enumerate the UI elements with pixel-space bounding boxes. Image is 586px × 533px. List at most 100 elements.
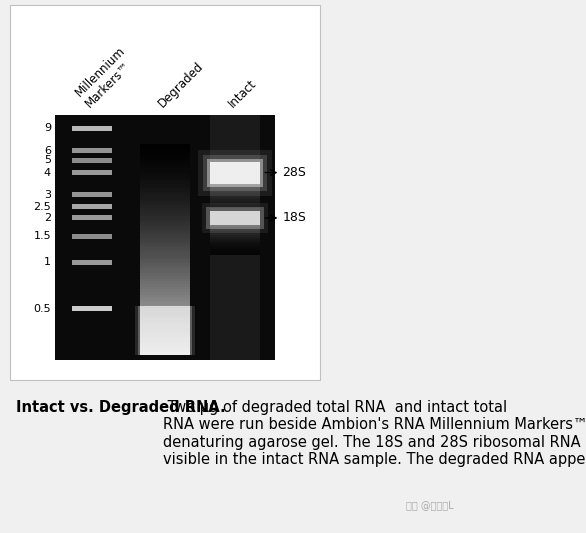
Bar (140, 318, 190, 321)
Bar (210, 189, 260, 190)
Bar (140, 295, 190, 297)
Bar (210, 203, 260, 204)
Bar (140, 300, 190, 302)
Text: 6: 6 (44, 146, 51, 156)
Bar (140, 273, 190, 276)
Bar (73, 234, 113, 239)
Bar (206, 207, 264, 229)
Bar (140, 155, 190, 158)
Bar (210, 243, 260, 245)
Bar (210, 190, 260, 191)
Bar (140, 316, 190, 318)
Bar (140, 289, 190, 292)
Bar (140, 284, 190, 287)
Bar (210, 191, 260, 192)
Bar (210, 195, 260, 196)
Text: 9: 9 (44, 124, 51, 133)
Bar (140, 231, 190, 234)
Bar (140, 321, 190, 324)
Bar (140, 165, 190, 168)
Bar (140, 287, 190, 289)
Bar (140, 242, 190, 245)
Text: Degraded: Degraded (156, 60, 206, 110)
Bar (140, 184, 190, 187)
Bar (73, 158, 113, 163)
Bar (140, 257, 190, 260)
Text: Two μg of degraded total RNA  and intact total
RNA were run beside Ambion's RNA : Two μg of degraded total RNA and intact … (163, 400, 586, 467)
Bar (210, 253, 260, 255)
Text: 18S: 18S (282, 212, 306, 224)
Bar (140, 276, 190, 279)
Bar (210, 197, 260, 198)
Text: 28S: 28S (282, 166, 306, 179)
Bar (140, 332, 190, 334)
Bar (135, 306, 195, 355)
Bar (140, 187, 190, 189)
Bar (207, 159, 263, 187)
Bar (210, 202, 260, 203)
Bar (140, 234, 190, 237)
Bar (140, 263, 190, 265)
Text: 2: 2 (44, 213, 51, 223)
Bar (140, 176, 190, 179)
Bar (210, 196, 260, 197)
Bar (140, 173, 190, 176)
Bar (140, 158, 190, 160)
Bar (140, 279, 190, 281)
Bar (140, 189, 190, 192)
Bar (73, 192, 113, 197)
Bar (210, 199, 260, 200)
Bar (210, 161, 260, 183)
Bar (210, 225, 260, 227)
Bar (140, 337, 190, 340)
Bar (140, 218, 190, 221)
Bar (140, 340, 190, 342)
Bar (210, 204, 260, 205)
Bar (210, 183, 260, 185)
Text: 4: 4 (44, 167, 51, 177)
Bar (138, 306, 192, 355)
Bar (140, 168, 190, 171)
Bar (210, 115, 260, 360)
Bar (140, 265, 190, 268)
Bar (140, 245, 190, 247)
Bar (140, 247, 190, 250)
Bar (210, 187, 260, 189)
Bar (210, 185, 260, 186)
Bar (140, 181, 190, 184)
Bar (210, 200, 260, 202)
Bar (210, 233, 260, 235)
Bar (140, 200, 190, 203)
Bar (73, 260, 113, 264)
Bar (210, 205, 260, 207)
Bar (210, 239, 260, 241)
Bar (140, 334, 190, 337)
Text: Millennium
Markers™: Millennium Markers™ (73, 44, 138, 110)
Text: 2.5: 2.5 (33, 202, 51, 212)
Bar (73, 126, 113, 131)
Bar (140, 329, 190, 332)
Bar (140, 150, 190, 152)
Bar (73, 215, 113, 221)
Bar (140, 313, 190, 316)
Bar (140, 310, 190, 313)
Bar (73, 204, 113, 209)
Bar (210, 249, 260, 251)
Bar (140, 144, 190, 147)
Bar (210, 193, 260, 195)
Bar (140, 281, 190, 284)
Bar (140, 195, 190, 197)
Bar (73, 170, 113, 175)
Bar (210, 231, 260, 233)
Text: Intact vs. Degraded RNA.: Intact vs. Degraded RNA. (16, 400, 226, 415)
Bar (140, 213, 190, 215)
Text: 3: 3 (44, 190, 51, 200)
Text: Intact: Intact (226, 77, 260, 110)
Bar (140, 163, 190, 165)
Bar (202, 203, 268, 233)
Text: 1: 1 (44, 257, 51, 267)
Bar (140, 192, 190, 195)
Bar (140, 250, 190, 253)
Bar (203, 155, 267, 191)
Text: 0.5: 0.5 (33, 304, 51, 313)
